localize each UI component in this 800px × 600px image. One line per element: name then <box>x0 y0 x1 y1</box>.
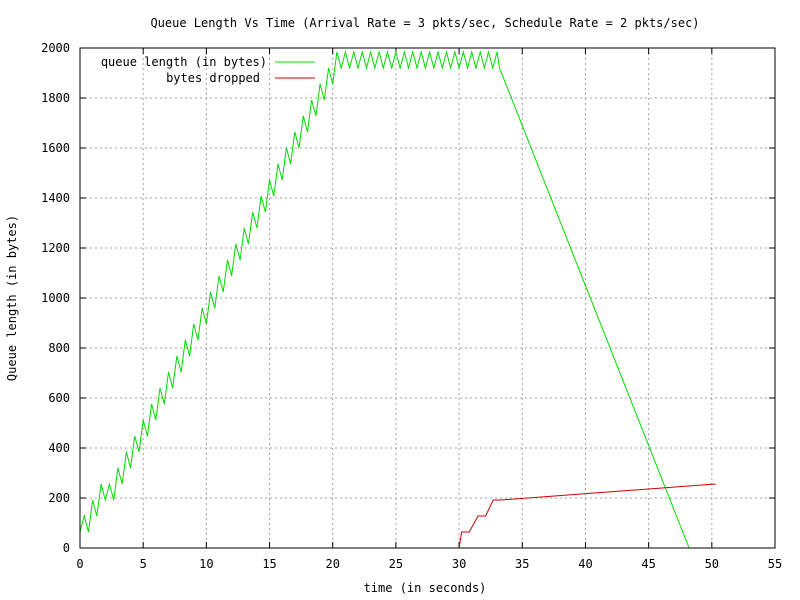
x-tick-label: 20 <box>326 557 340 571</box>
series-lines <box>79 50 716 549</box>
y-tick-label: 1800 <box>41 91 70 105</box>
legend-label-queue-length: queue length (in bytes) <box>101 55 267 69</box>
y-tick-label: 800 <box>48 341 70 355</box>
y-tick-label: 1000 <box>41 291 70 305</box>
x-ticks: 0 5 10 15 20 25 30 35 40 45 50 55 <box>76 48 782 571</box>
y-ticks: 0 200 400 600 800 1000 1200 1400 1600 1800 2000 <box>41 41 775 555</box>
y-tick-label: 600 <box>48 391 70 405</box>
legend: queue length (in bytes) bytes dropped <box>101 55 315 85</box>
x-tick-label: 25 <box>389 557 403 571</box>
x-tick-label: 5 <box>140 557 147 571</box>
x-tick-label: 15 <box>262 557 276 571</box>
chart-title: Queue Length Vs Time (Arrival Rate = 3 p… <box>150 16 699 30</box>
x-tick-label: 30 <box>452 557 466 571</box>
plot-frame <box>79 47 776 549</box>
y-tick-label: 2000 <box>41 41 70 55</box>
x-tick-label: 0 <box>76 557 83 571</box>
y-tick-label: 1200 <box>41 241 70 255</box>
x-tick-label: 50 <box>705 557 719 571</box>
x-tick-label: 10 <box>199 557 213 571</box>
x-axis-label: time (in seconds) <box>364 581 487 595</box>
legend-label-bytes-dropped: bytes dropped <box>166 71 260 85</box>
y-tick-label: 0 <box>63 541 70 555</box>
grid <box>80 48 775 548</box>
x-tick-label: 40 <box>578 557 592 571</box>
bytes-dropped-line <box>458 483 716 549</box>
y-tick-label: 1400 <box>41 191 70 205</box>
y-tick-label: 200 <box>48 491 70 505</box>
x-tick-label: 55 <box>768 557 782 571</box>
y-tick-label: 1600 <box>41 141 70 155</box>
y-tick-label: 400 <box>48 441 70 455</box>
y-axis-label: Queue length (in bytes) <box>5 215 19 381</box>
x-tick-label: 35 <box>515 557 529 571</box>
queue-length-line <box>79 50 690 549</box>
x-tick-label: 45 <box>641 557 655 571</box>
